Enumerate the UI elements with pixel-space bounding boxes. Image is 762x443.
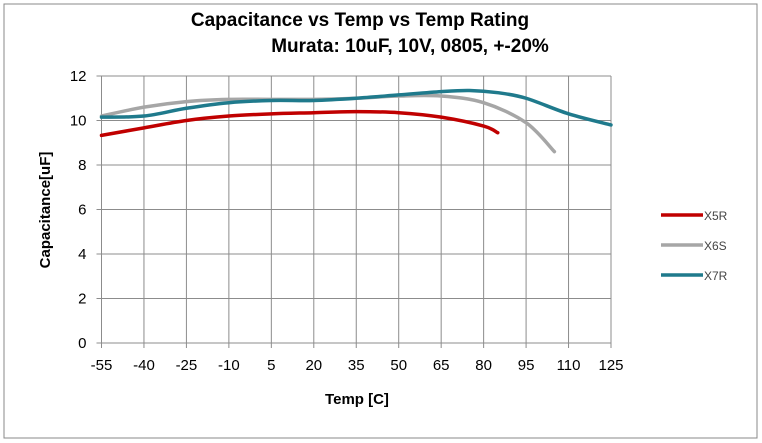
x-tick-label: -55 [91,357,113,374]
chart-title: Capacitance vs Temp vs Temp Rating [191,10,529,31]
x-tick-label: 5 [267,357,275,374]
x-tick-label: 95 [518,357,535,374]
legend-label-x7r: X7R [704,269,728,283]
y-tick-label: 0 [78,335,86,352]
x-tick-label: 50 [390,357,407,374]
x-tick-label: 65 [433,357,450,374]
chart-subtitle: Murata: 10uF, 10V, 0805, +-20% [271,36,549,57]
y-tick-label: 6 [78,202,86,219]
y-tick-label: 12 [70,68,87,85]
y-tick-label: 10 [70,113,87,130]
y-tick-label: 8 [78,157,86,174]
x-tick-label: -10 [218,357,240,374]
legend-label-x5r: X5R [704,209,728,223]
x-tick-label: -40 [133,357,155,374]
y-tick-label: 2 [78,291,86,308]
series-line-x5r [99,109,500,138]
y-axis-label: Capacitance[uF] [37,152,54,269]
y-tick-label: 4 [78,246,86,263]
x-tick-label: 35 [348,357,365,374]
x-axis-label: Temp [C] [325,391,389,408]
x-tick-label: 125 [598,357,623,374]
x-tick-label: 20 [305,357,322,374]
chart-border [3,3,758,439]
x-tick-label: 110 [557,357,581,374]
x-tick-label: -25 [176,357,198,374]
legend-label-x6s: X6S [704,239,727,253]
x-tick-label: 80 [475,357,492,374]
series-line-x7r [99,88,613,127]
